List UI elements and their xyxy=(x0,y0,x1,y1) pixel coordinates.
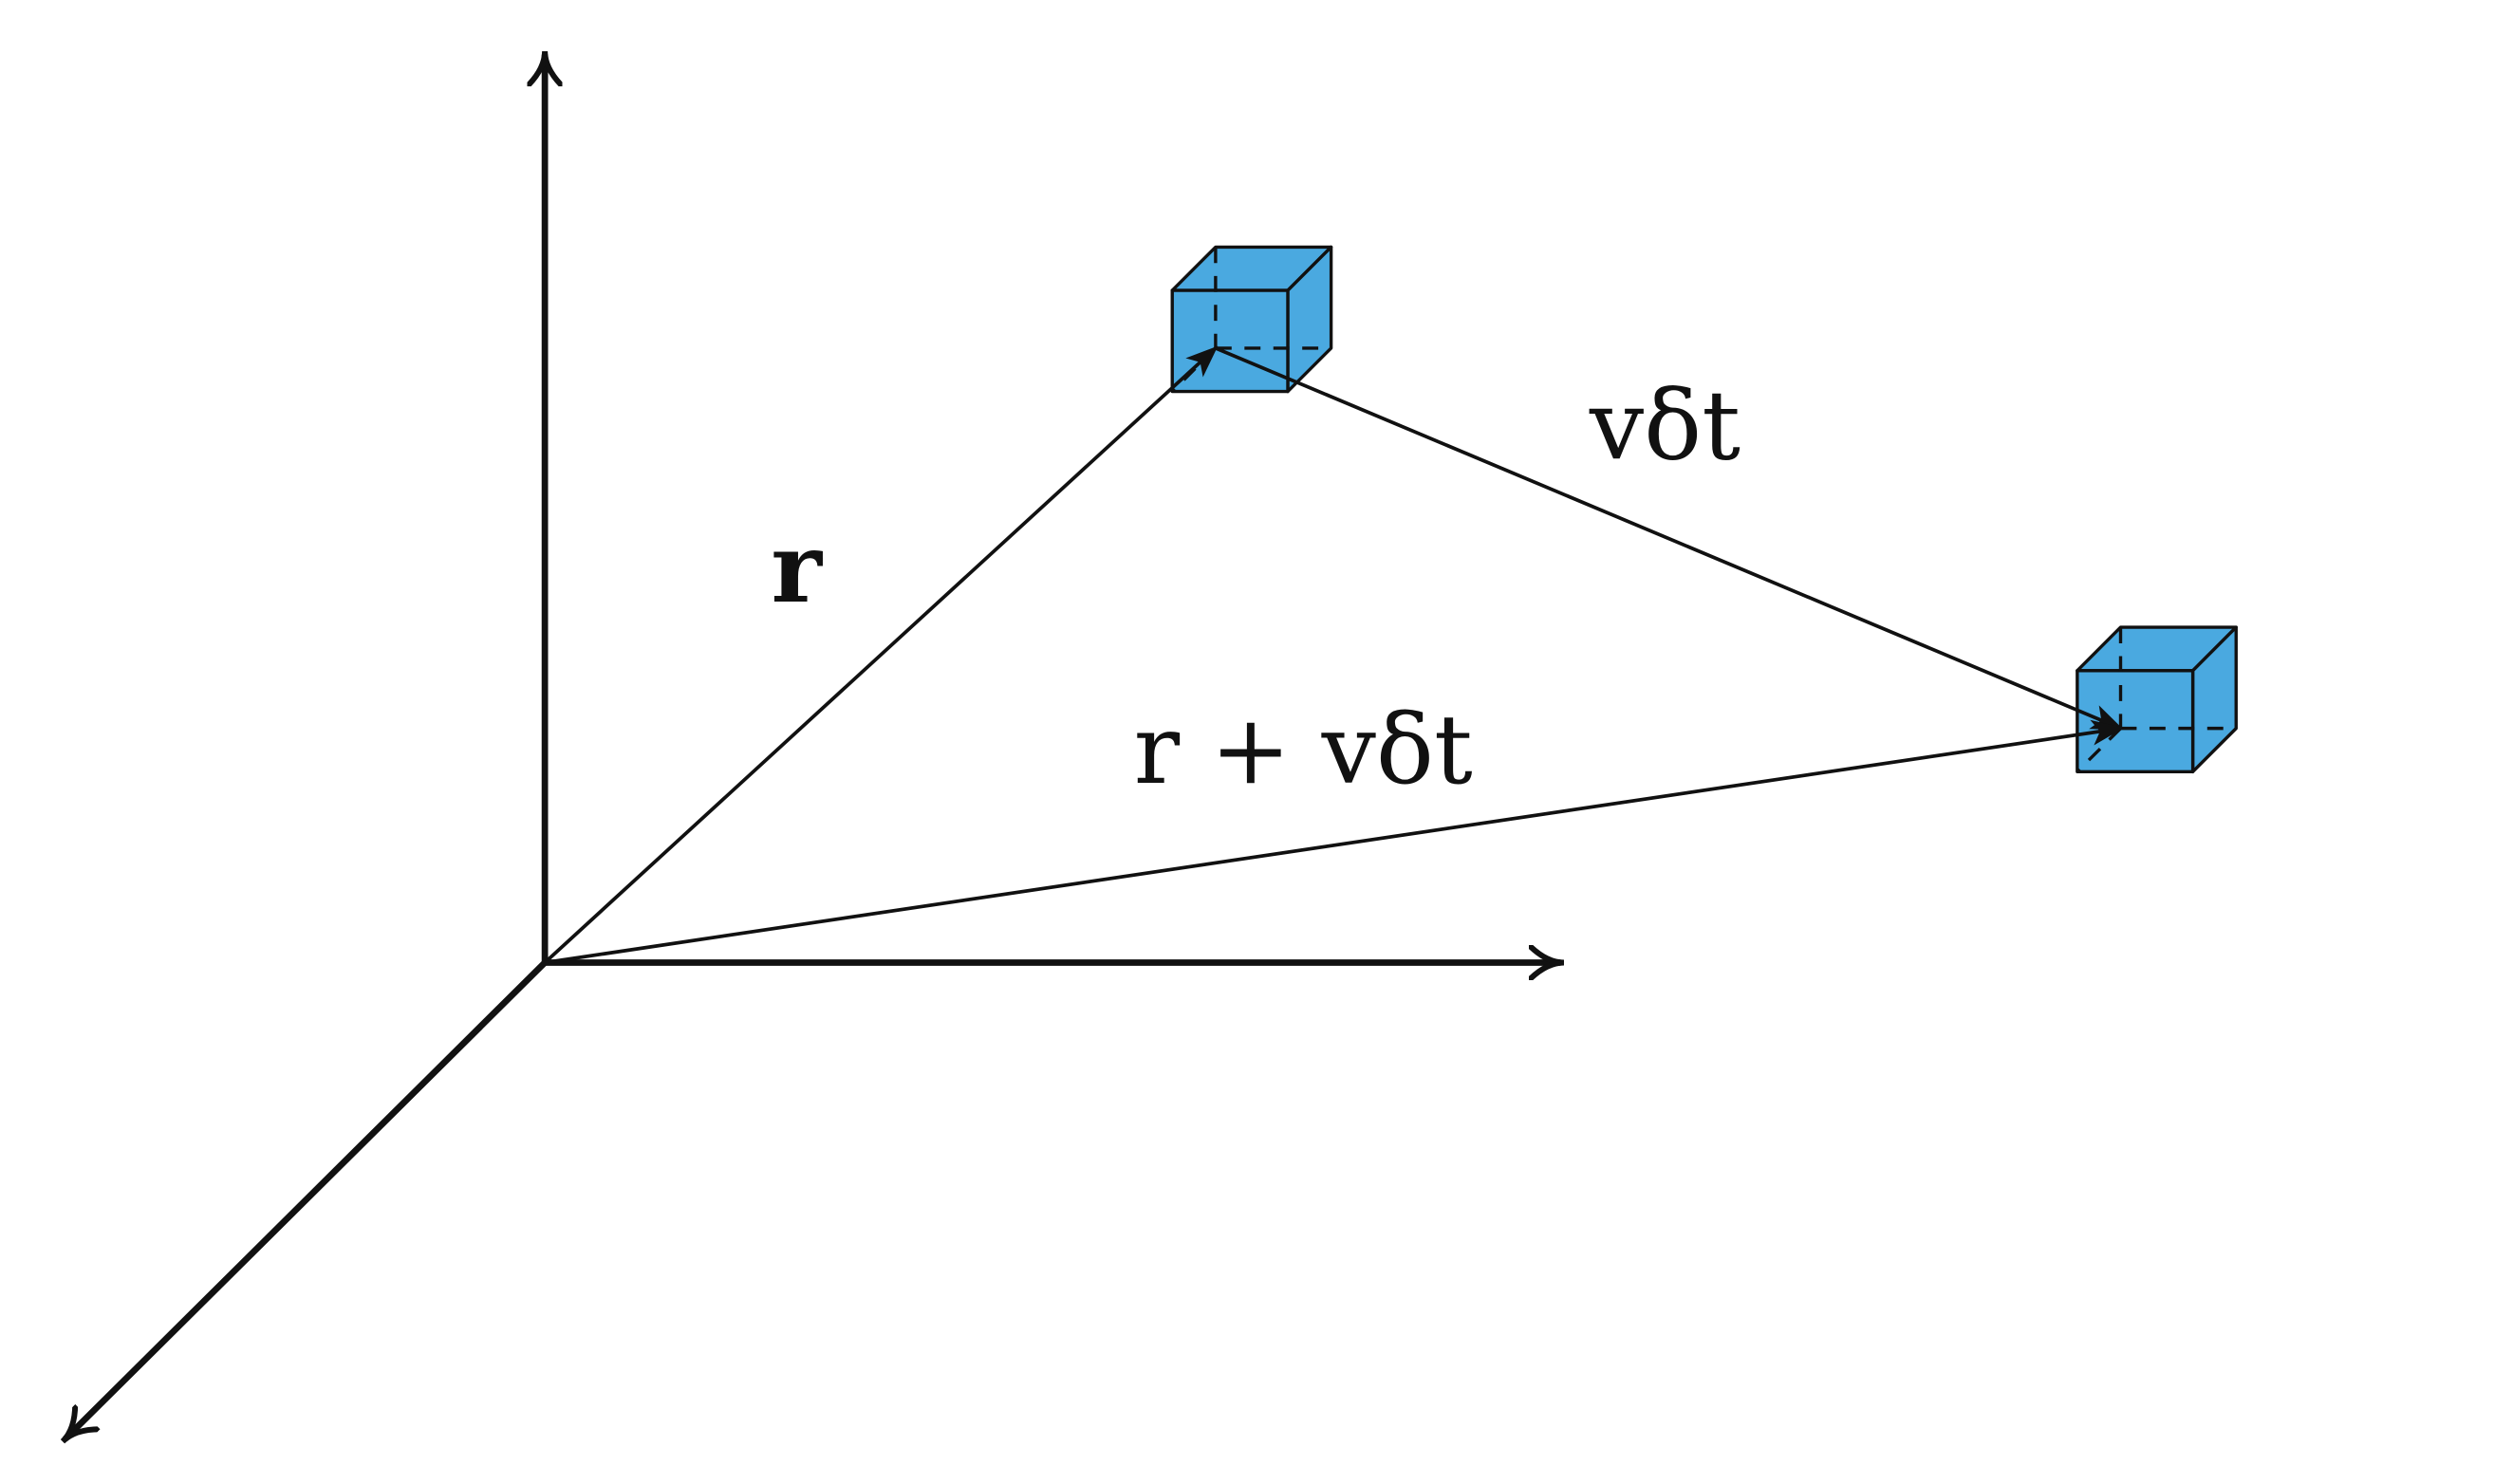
label-r: r xyxy=(772,511,824,624)
cube-initial-icon xyxy=(1170,245,1333,394)
vector-v-dt xyxy=(1215,346,2124,731)
axes xyxy=(65,54,1561,1438)
cube-final-front-face xyxy=(2076,669,2195,773)
vector-r-plus-v-dt xyxy=(544,719,2124,965)
label-r-plus-v-dt: r + vδt xyxy=(1134,694,1473,806)
vectors xyxy=(543,345,2124,965)
label-v-dt: vδt xyxy=(1589,370,1740,482)
y-axis-diagonal xyxy=(65,960,548,1438)
cube-final-icon xyxy=(2076,625,2238,773)
vector-r xyxy=(543,345,1219,964)
